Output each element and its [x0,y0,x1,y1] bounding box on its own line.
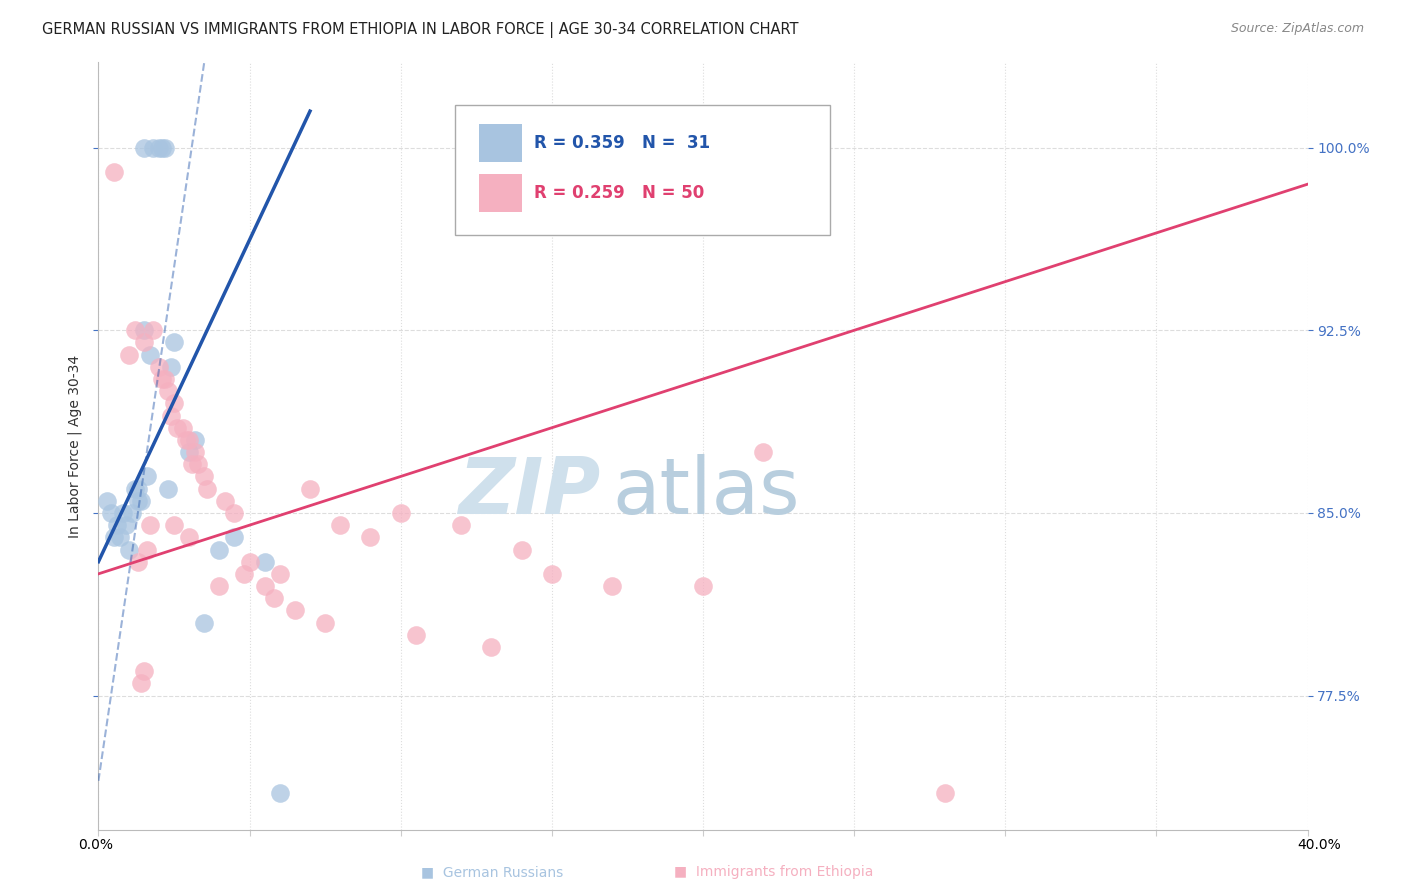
Point [142,141,165,155]
Text: Source: ZipAtlas.com: Source: ZipAtlas.com [1230,22,1364,36]
Point [129,493,152,508]
Point [135,542,157,557]
Text: atlas: atlas [613,454,800,530]
Point [510,542,533,557]
Point [153,141,176,155]
Point [481,640,503,654]
Point [166,421,188,435]
Point [172,421,194,435]
Point [389,506,412,520]
Text: GERMAN RUSSIAN VS IMMIGRANTS FROM ETHIOPIA IN LABOR FORCE | AGE 30-34 CORRELATIO: GERMAN RUSSIAN VS IMMIGRANTS FROM ETHIOP… [42,22,799,38]
Point [360,530,382,544]
Point [121,506,143,520]
Point [214,493,236,508]
Point [160,409,183,423]
Point [179,433,201,447]
Text: ■  Immigrants from Ethiopia: ■ Immigrants from Ethiopia [673,865,873,880]
Point [156,384,179,399]
Point [127,482,149,496]
Point [232,566,254,581]
Point [103,165,125,179]
Point [148,359,170,374]
Point [163,396,186,410]
Point [108,530,131,544]
Point [193,615,215,630]
FancyBboxPatch shape [456,104,830,235]
Point [148,141,170,155]
Point [934,786,956,800]
Point [132,665,155,679]
Text: ■  German Russians: ■ German Russians [420,865,564,880]
Point [127,555,149,569]
Point [195,482,218,496]
Point [208,579,231,593]
Point [193,469,215,483]
Point [160,359,183,374]
Point [224,506,246,520]
Point [224,530,246,544]
Point [540,566,562,581]
Point [139,348,162,362]
Point [179,530,201,544]
Point [263,591,285,606]
Point [269,566,291,581]
Point [150,141,173,155]
Point [142,323,165,337]
Point [129,676,152,690]
Point [105,518,128,533]
Point [299,482,322,496]
Point [118,542,141,557]
Point [329,518,352,533]
Point [174,433,197,447]
Point [163,335,186,350]
Point [181,457,204,471]
Point [96,493,118,508]
Point [187,457,209,471]
Point [405,628,427,642]
Point [450,518,472,533]
Point [314,615,336,630]
Point [179,445,201,459]
Point [124,482,146,496]
Point [184,445,207,459]
Point [135,469,157,483]
Point [269,786,291,800]
Point [127,493,149,508]
Point [253,579,276,593]
Text: 40.0%: 40.0% [1296,838,1341,852]
Point [150,372,173,386]
Point [253,555,276,569]
Point [103,530,125,544]
Text: R = 0.259   N = 50: R = 0.259 N = 50 [534,184,704,202]
Point [114,518,136,533]
Point [132,323,155,337]
Point [156,482,179,496]
Point [139,518,162,533]
Text: R = 0.359   N =  31: R = 0.359 N = 31 [534,134,710,152]
Point [752,445,775,459]
Point [208,542,231,557]
Text: 0.0%: 0.0% [79,838,112,852]
Y-axis label: In Labor Force | Age 30-34: In Labor Force | Age 30-34 [67,354,83,538]
Point [153,372,176,386]
Bar [479,124,522,162]
Point [132,335,155,350]
Text: ZIP: ZIP [458,454,600,530]
Point [100,506,122,520]
Point [602,579,624,593]
Point [124,323,146,337]
Point [132,141,155,155]
Bar [479,174,522,212]
Point [692,579,714,593]
Point [239,555,262,569]
Point [184,433,207,447]
Point [163,518,186,533]
Point [284,603,307,617]
Point [111,506,134,520]
Point [118,348,141,362]
